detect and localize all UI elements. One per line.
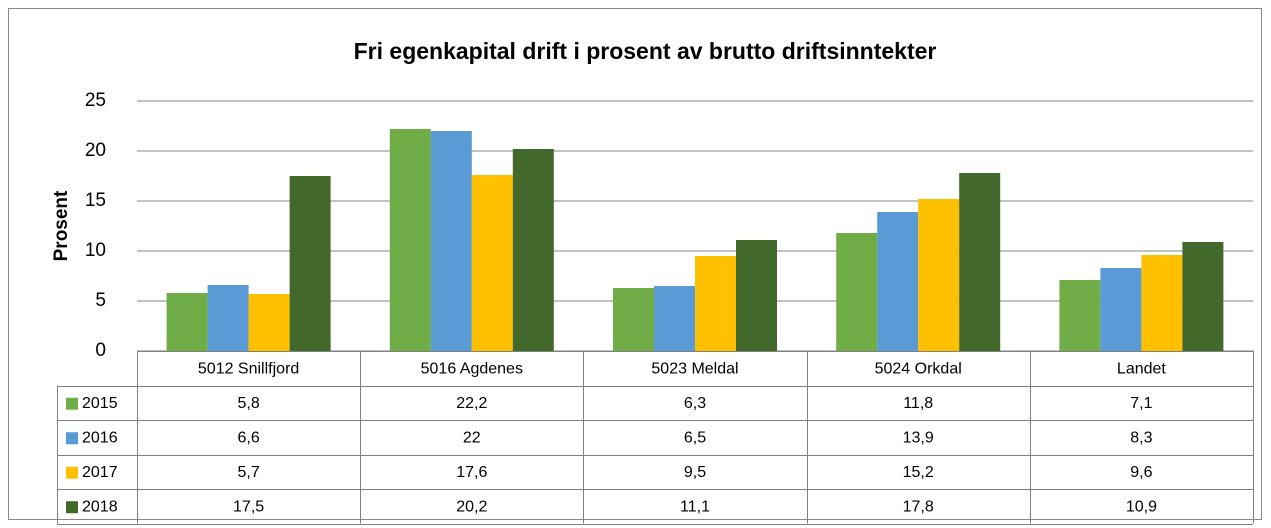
y-tick-label: 5 [95,290,106,311]
x-tick-label: Landet [1117,360,1166,377]
table-value: 9,5 [684,464,706,481]
x-tick-label: 5024 Orkdal [875,360,962,377]
bar [207,285,249,351]
y-tick-label: 25 [85,90,106,111]
bar [1182,242,1224,351]
bar [512,149,554,351]
y-tick-label: 15 [85,190,106,211]
table-value: 11,1 [680,498,710,515]
table-value: 20,2 [456,498,487,515]
table-value: 6,6 [237,429,259,446]
bar [289,176,331,351]
bar [471,175,513,351]
y-axis-label: Prosent [51,190,72,261]
table-value: 8,3 [1130,429,1152,446]
table-value: 11,8 [903,395,933,412]
legend-swatch [66,432,78,445]
bar [736,240,777,351]
table-value: 7,1 [1130,395,1152,412]
bar [430,131,472,351]
bar [959,173,1001,351]
bar [918,199,960,351]
bar [877,212,919,351]
table-value: 17,6 [456,464,487,481]
table-value: 17,8 [903,498,934,515]
bar [1141,255,1183,351]
legend-swatch [66,501,78,514]
table-value: 15,2 [903,464,934,481]
legend-label: 2016 [82,429,118,446]
bar [166,293,208,351]
chart-border [8,8,1262,520]
bar [1100,268,1142,351]
legend-swatch [66,466,78,479]
y-tick-label: 0 [95,340,106,361]
legend-label: 2018 [82,498,118,515]
table-value: 22 [463,429,481,446]
bar [695,256,736,351]
bar [654,286,695,351]
chart-title: Fri egenkapital drift i prosent av brutt… [354,38,937,64]
table-value: 13,9 [903,429,934,446]
table-value: 6,3 [684,395,706,412]
bar [613,288,654,351]
bar [389,129,431,351]
legend-swatch [66,397,78,410]
table-value: 10,9 [1126,498,1157,515]
table-value: 17,5 [233,498,264,515]
x-tick-label: 5016 Agdenes [421,360,523,377]
legend-label: 2015 [82,395,118,412]
x-tick-label: 5023 Meldal [651,360,738,377]
bar [248,294,290,351]
table-value: 6,5 [684,429,706,446]
table-value: 5,7 [237,464,259,481]
y-tick-label: 10 [85,240,106,261]
bar [836,233,878,351]
legend-label: 2017 [82,464,118,481]
table-value: 22,2 [456,395,487,412]
x-tick-label: 5012 Snillfjord [198,360,299,377]
y-tick-label: 20 [85,140,106,161]
bar [1059,280,1101,351]
table-value: 5,8 [237,395,259,412]
table-value: 9,6 [1130,464,1152,481]
